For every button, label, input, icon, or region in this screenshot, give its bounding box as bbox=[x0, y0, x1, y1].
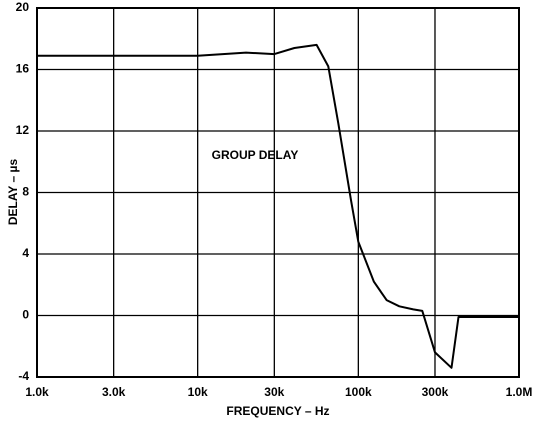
y-axis-label: DELAY – µs bbox=[6, 159, 20, 226]
x-tick-label: 1.0k bbox=[25, 385, 49, 399]
x-tick-label: 10k bbox=[188, 385, 208, 399]
x-tick-label: 3.0k bbox=[102, 385, 126, 399]
data-line bbox=[37, 43, 519, 369]
x-tick-label: 300k bbox=[422, 385, 449, 399]
x-tick-label: 100k bbox=[345, 385, 372, 399]
y-tick-label: 16 bbox=[16, 62, 30, 76]
y-tick-label: 20 bbox=[16, 0, 30, 14]
y-tick-label: 4 bbox=[22, 246, 29, 260]
y-tick-label: 12 bbox=[16, 123, 30, 137]
annotation: GROUP DELAY bbox=[212, 148, 299, 162]
x-tick-label: 1.0M bbox=[506, 385, 533, 399]
y-tick-label: 0 bbox=[22, 308, 29, 322]
y-tick-label: 8 bbox=[22, 185, 29, 199]
plot-frame bbox=[36, 7, 520, 378]
x-axis-label: FREQUENCY – Hz bbox=[226, 404, 329, 418]
x-tick-label: 30k bbox=[264, 385, 284, 399]
y-tick-label: -4 bbox=[18, 369, 29, 383]
